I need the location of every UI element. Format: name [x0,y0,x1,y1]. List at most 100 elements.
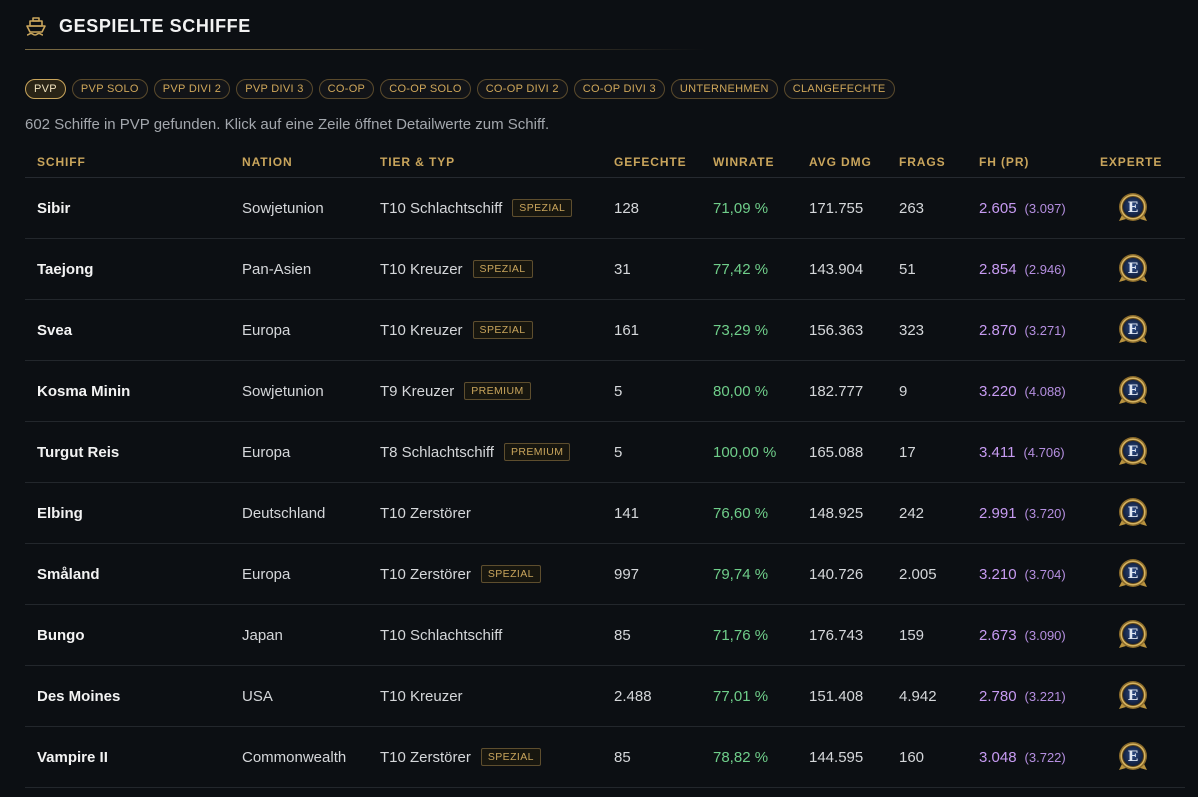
col-header-fh-pr[interactable]: FH (PR) [959,147,1088,178]
pr-sub-value: (3.720) [1024,505,1066,521]
ship-category-badge: SPEZIAL [512,199,573,217]
filter-chip-pvp-solo[interactable]: PVP SOLO [71,79,148,99]
pr-cell: 2.605 (3.097) [959,177,1088,239]
pr-cell: 3.411 (4.706) [959,421,1088,483]
col-header-tier-typ[interactable]: TIER & TYP [368,147,602,178]
filter-chip-co-op[interactable]: CO-OP [318,79,375,99]
table-row[interactable]: Des Moines USA T10 Kreuzer 2.488 77,01 % 151.… [25,665,1185,727]
pr-sub-value: (3.271) [1024,322,1066,338]
ship-tier-type: T10 Zerstörer SPEZIAL [368,543,602,605]
svg-text:E: E [1128,505,1139,521]
frags-value: 323 [887,299,959,361]
mode-filter-bar: PVP PVP SOLO PVP DIVI 2 PVP DIVI 3 CO-OP CO-O… [25,79,895,99]
avg-dmg-value: 144.595 [797,726,887,788]
col-header-schiff[interactable]: SCHIFF [25,147,230,178]
winrate-value: 79,74 % [701,543,797,605]
avg-dmg-value: 148.925 [797,482,887,544]
ship-name: Kosma Minin [25,360,230,422]
pr-value: 2.673 [979,626,1017,644]
pr-cell: 2.673 (3.090) [959,604,1088,666]
battles-value: 161 [602,299,701,361]
svg-text:E: E [1128,444,1139,460]
expert-icon: E [1116,496,1150,530]
svg-text:E: E [1128,566,1139,582]
winrate-value: 71,76 % [701,604,797,666]
col-header-nation[interactable]: NATION [230,147,368,178]
tier-type-text: T10 Kreuzer [380,261,463,278]
col-header-gefechte[interactable]: GEFECHTE [602,147,701,178]
avg-dmg-value: 140.726 [797,543,887,605]
filter-chip-pvp-divi-2[interactable]: PVP DIVI 2 [153,79,231,99]
expert-icon: E [1116,618,1150,652]
pr-sub-value: (2.946) [1024,261,1066,277]
section-title: GESPIELTE SCHIFFE [59,15,251,36]
frags-value: 17 [887,421,959,483]
expert-cell: E [1088,543,1185,605]
frags-value: 9 [887,360,959,422]
table-row[interactable]: Svea Europa T10 Kreuzer SPEZIAL 161 73,29 % 15… [25,299,1185,361]
pr-sub-value: (4.706) [1023,444,1065,460]
expert-icon: E [1116,740,1150,774]
filter-chip-co-op-divi-3[interactable]: CO-OP DIVI 3 [573,79,665,99]
pr-value: 2.991 [979,504,1017,522]
table-row[interactable]: Bungo Japan T10 Schlachtschiff 85 71,76 % 176… [25,604,1185,666]
section-header: GESPIELTE SCHIFFE [25,12,251,40]
winrate-value: 77,42 % [701,238,797,300]
table-row[interactable]: Sibir Sowjetunion T10 Schlachtschiff SPEZIA… [25,177,1185,239]
filter-chip-clangefechte[interactable]: CLANGEFECHTE [783,79,895,99]
table-row[interactable]: Småland Europa T10 Zerstörer SPEZIAL 997 79,7… [25,543,1185,605]
ship-icon [25,15,47,37]
pr-value: 3.210 [979,565,1017,583]
tier-type-text: T10 Schlachtschiff [380,626,503,644]
pr-value: 2.870 [979,321,1017,339]
winrate-value: 80,00 % [701,360,797,422]
battles-value: 5 [602,360,701,422]
table-row[interactable]: Vampire II Commonwealth T10 Zerstörer SPEZI… [25,726,1185,788]
col-header-winrate[interactable]: WINRATE [701,147,797,178]
col-header-avg-dmg[interactable]: AVG DMG [797,147,887,178]
table-row[interactable]: Elbing Deutschland T10 Zerstörer 141 76,60 %… [25,482,1185,544]
ship-tier-type: T8 Schlachtschiff PREMIUM [368,421,602,483]
frags-value: 2.005 [887,543,959,605]
frags-value: 4.942 [887,665,959,727]
ship-name: Des Moines [25,665,230,727]
filter-chip-pvp[interactable]: PVP [25,79,66,99]
filter-chip-pvp-divi-3[interactable]: PVP DIVI 3 [236,79,313,99]
col-header-frags[interactable]: FRAGS [887,147,959,178]
table-row[interactable]: Turgut Reis Europa T8 Schlachtschiff PREMIU… [25,421,1185,483]
svg-text:E: E [1128,383,1139,399]
ship-name: Småland [25,543,230,605]
table-row[interactable]: Taejong Pan-Asien T10 Kreuzer SPEZIAL 31 77,4… [25,238,1185,300]
pr-value: 2.780 [979,687,1017,705]
tier-type-text: T10 Zerstörer [380,566,471,583]
battles-value: 85 [602,726,701,788]
ship-nation: Europa [230,543,368,605]
ship-nation: USA [230,665,368,727]
expert-cell: E [1088,360,1185,422]
expert-icon: E [1116,557,1150,591]
filter-chip-co-op-solo[interactable]: CO-OP SOLO [380,79,471,99]
pr-value: 3.220 [979,382,1017,400]
ship-tier-type: T10 Zerstörer [368,482,602,544]
filter-chip-unternehmen[interactable]: UNTERNEHMEN [670,79,778,99]
table-row[interactable]: Kosma Minin Sowjetunion T9 Kreuzer PREMIUM 5… [25,360,1185,422]
avg-dmg-value: 143.904 [797,238,887,300]
ship-category-badge: SPEZIAL [480,565,541,583]
ship-name: Turgut Reis [25,421,230,483]
pr-sub-value: (3.090) [1024,627,1066,643]
battles-value: 141 [602,482,701,544]
tier-type-text: T10 Schlachtschiff [380,200,503,217]
pr-cell: 2.780 (3.221) [959,665,1088,727]
pr-cell: 2.870 (3.271) [959,299,1088,361]
ship-name: Elbing [25,482,230,544]
ship-nation: Sowjetunion [230,360,368,422]
pr-sub-value: (3.221) [1024,688,1066,704]
ship-tier-type: T10 Kreuzer SPEZIAL [368,299,602,361]
filter-chip-co-op-divi-2[interactable]: CO-OP DIVI 2 [476,79,568,99]
avg-dmg-value: 171.755 [797,177,887,239]
expert-cell: E [1088,726,1185,788]
svg-text:E: E [1128,749,1139,765]
expert-cell: E [1088,604,1185,666]
winrate-value: 73,29 % [701,299,797,361]
col-header-experte[interactable]: EXPERTE [1088,147,1185,178]
